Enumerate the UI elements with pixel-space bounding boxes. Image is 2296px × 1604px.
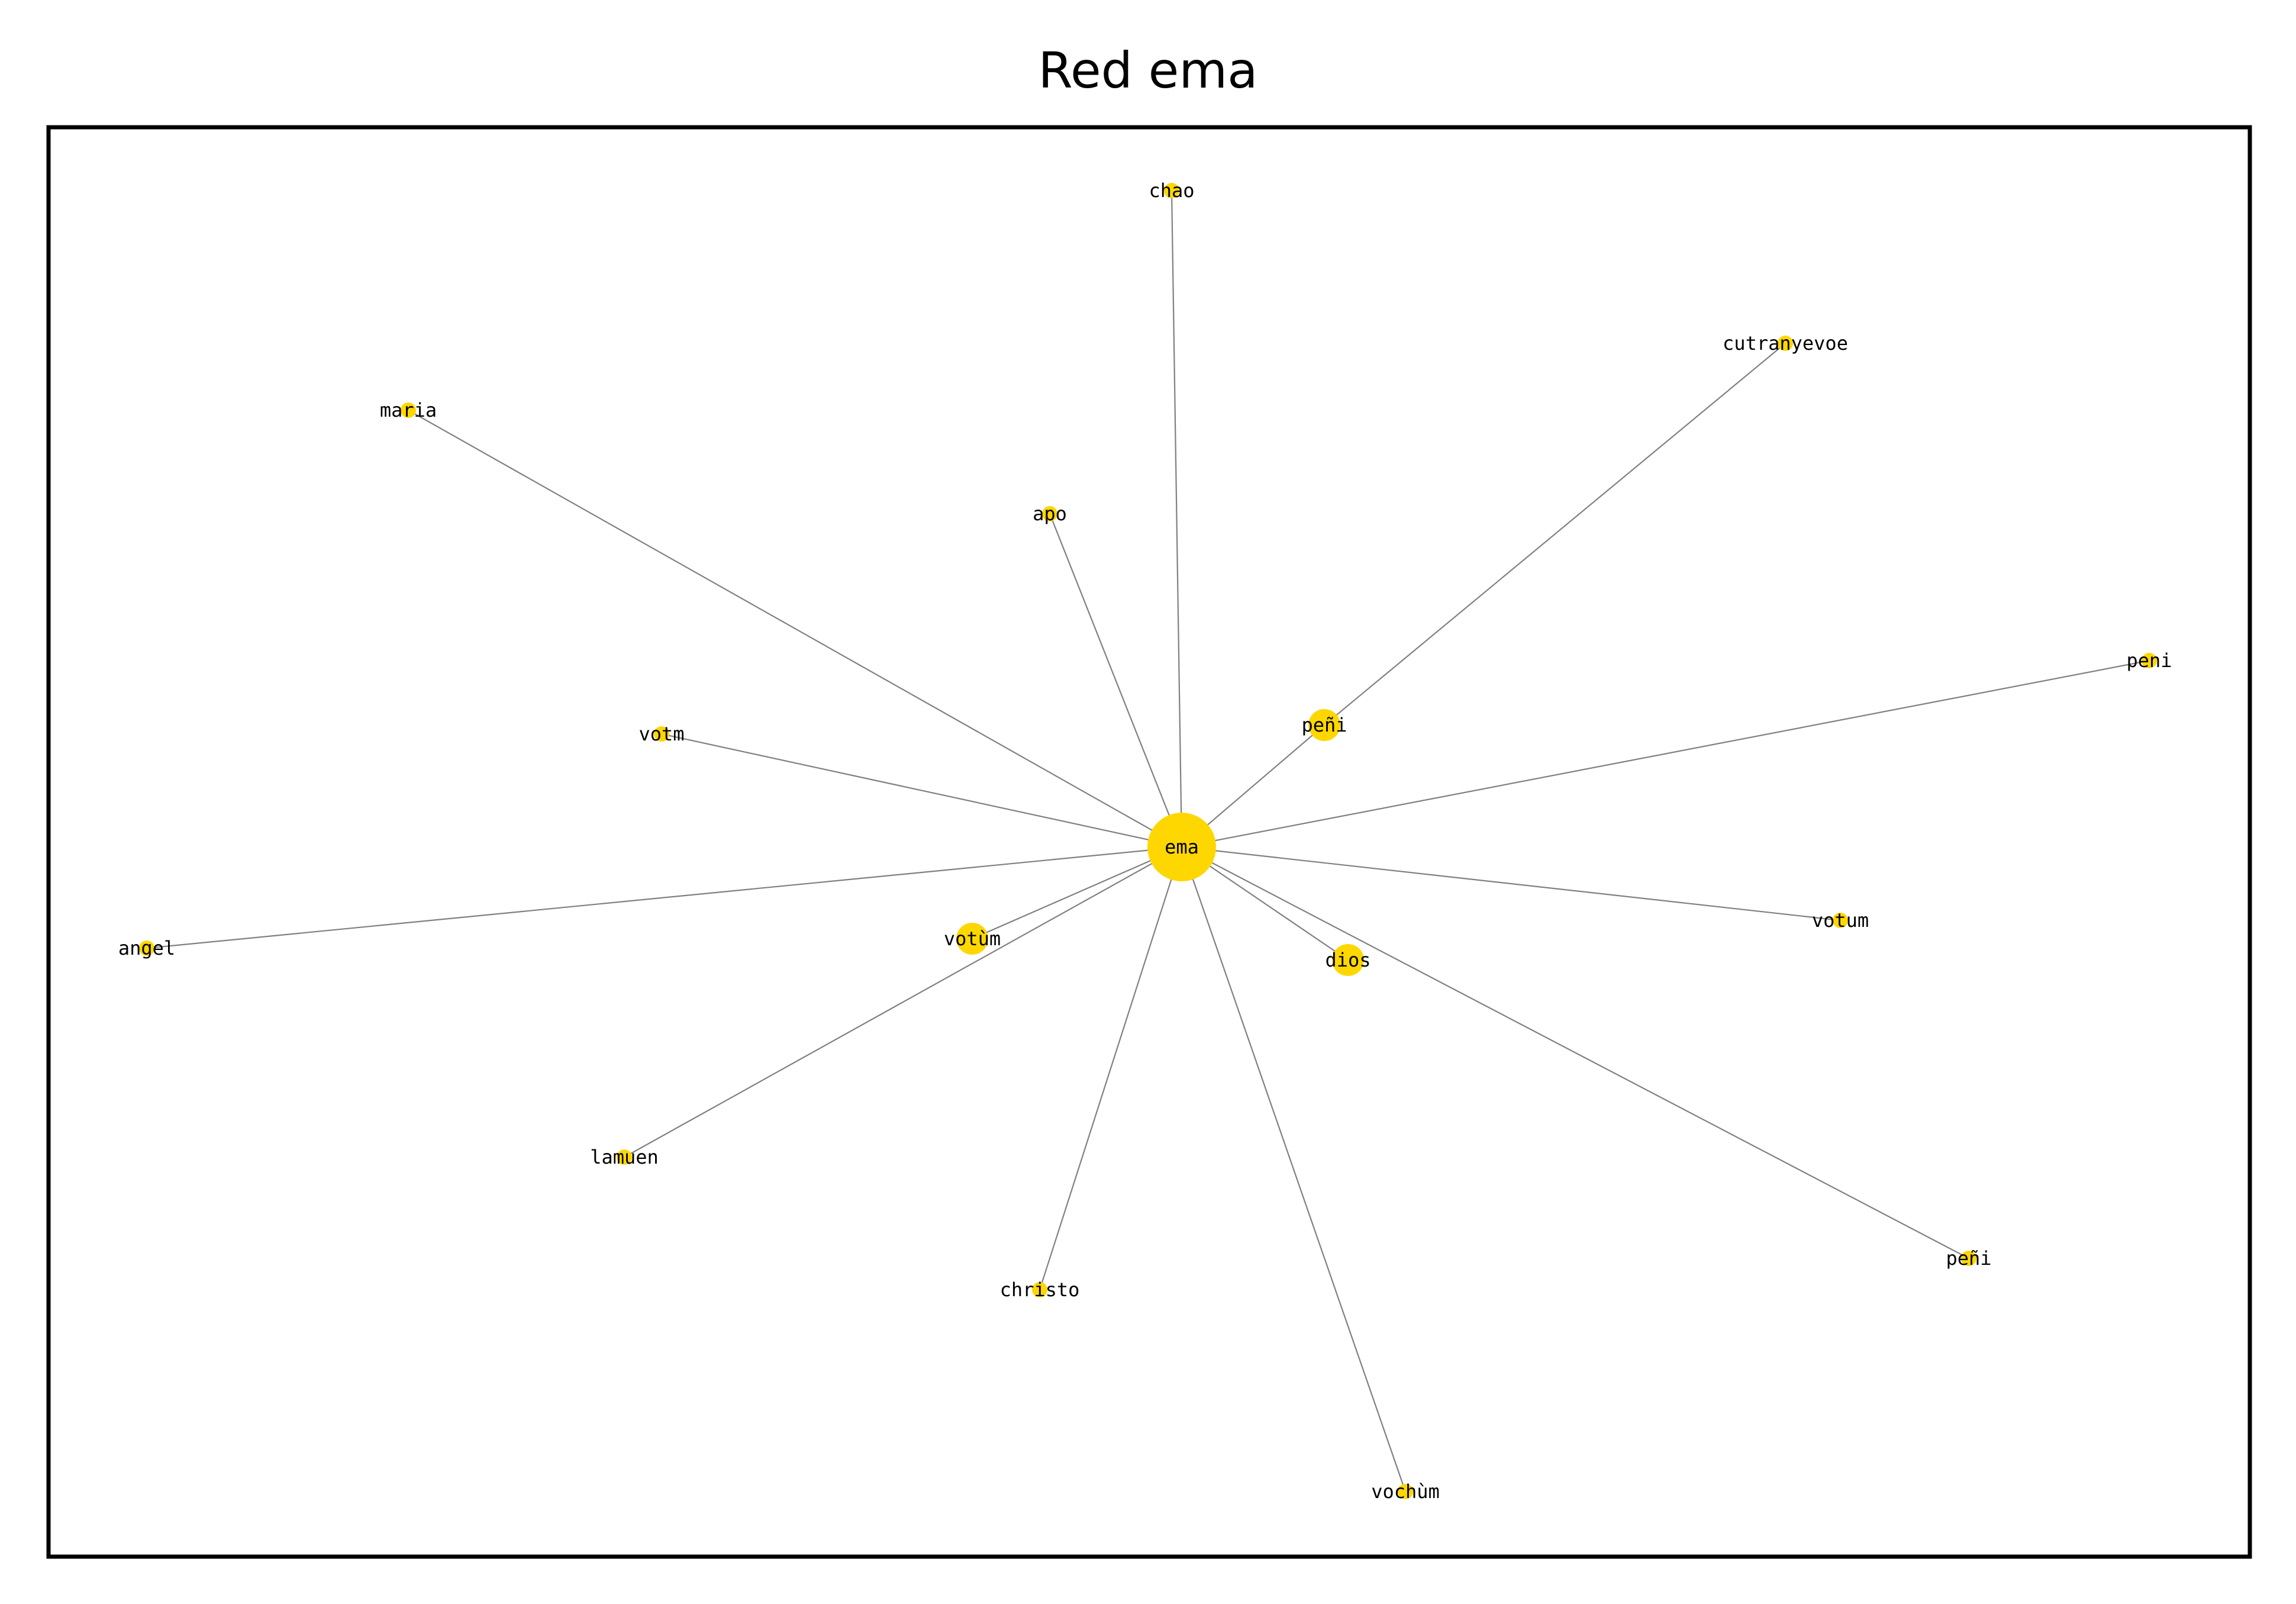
edge-ema-lamuen <box>624 846 1182 1158</box>
node-label-votùm: votùm <box>944 927 1001 950</box>
node-label-peñi_1: peñi <box>1301 714 1347 736</box>
node-ema <box>1147 813 1216 881</box>
node-label-ema: ema <box>1165 836 1199 858</box>
node-peni <box>2142 653 2157 668</box>
edge-layer <box>146 190 2150 1492</box>
edge-ema-votum <box>1181 846 1841 922</box>
node-votm <box>654 726 669 742</box>
node-label-votm: votm <box>639 723 684 745</box>
node-label-angel: angel <box>118 937 175 959</box>
node-label-lamuen: lamuen <box>590 1146 659 1168</box>
node-maria <box>401 402 416 418</box>
node-peñi_1 <box>1308 709 1340 741</box>
node-label-chao: chao <box>1149 179 1194 202</box>
edge-ema-peni <box>1181 659 2150 848</box>
edge-ema-maria <box>408 410 1182 848</box>
node-chao <box>1164 183 1179 198</box>
node-dios <box>1332 944 1364 976</box>
node-label-peñi_2: peñi <box>1946 1247 1991 1270</box>
node-christo <box>1032 1282 1047 1297</box>
node-label-votum: votum <box>1812 909 1869 932</box>
node-layer <box>139 183 2157 1499</box>
edge-ema-peñi_2 <box>1181 846 1969 1259</box>
edge-ema-apo <box>1049 513 1183 848</box>
node-angel <box>139 941 154 956</box>
node-votum <box>1833 913 1848 928</box>
node-label-vochùm: vochùm <box>1371 1480 1440 1503</box>
node-label-maria: maria <box>380 399 437 421</box>
node-label-apo: apo <box>1033 503 1067 525</box>
node-label-christo: christo <box>1000 1278 1080 1301</box>
edge-ema-vochùm <box>1181 846 1407 1492</box>
edge-ema-votm <box>661 733 1182 848</box>
edge-ema-chao <box>1170 190 1183 848</box>
node-cutranyevoe <box>1778 336 1793 351</box>
node-peñi_2 <box>1961 1251 1976 1266</box>
node-apo <box>1042 506 1057 521</box>
figure-title: Red ema <box>1038 41 1257 99</box>
label-layer: ema chao cutranyevoe maria apo peni peñi votm an… <box>118 179 2172 1503</box>
edge-ema-angel <box>146 846 1182 949</box>
node-votùm <box>956 923 988 955</box>
plot-frame <box>46 125 2252 1559</box>
edge-ema-votùm <box>972 846 1182 940</box>
edge-ema-christo <box>1039 846 1183 1290</box>
node-label-peni: peni <box>2126 649 2172 672</box>
node-label-dios: dios <box>1325 949 1370 971</box>
node-lamuen <box>617 1149 632 1165</box>
node-vochùm <box>1398 1484 1413 1499</box>
edge-peñi_1-cutranyevoe <box>1324 343 1786 726</box>
node-label-cutranyevoe: cutranyevoe <box>1723 332 1848 355</box>
